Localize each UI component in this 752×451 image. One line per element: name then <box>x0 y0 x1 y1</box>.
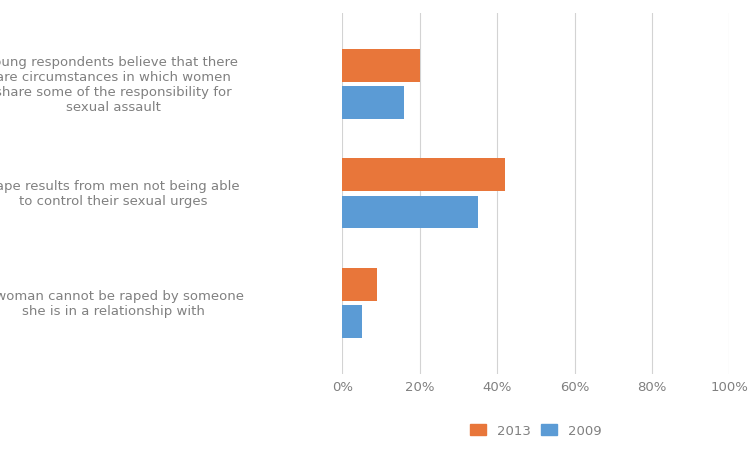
Bar <box>342 196 478 229</box>
Bar <box>342 87 404 120</box>
Bar <box>342 50 420 83</box>
Bar <box>342 268 377 301</box>
Bar <box>342 159 505 192</box>
Legend: 2013, 2009: 2013, 2009 <box>471 424 601 437</box>
Bar <box>342 305 362 338</box>
